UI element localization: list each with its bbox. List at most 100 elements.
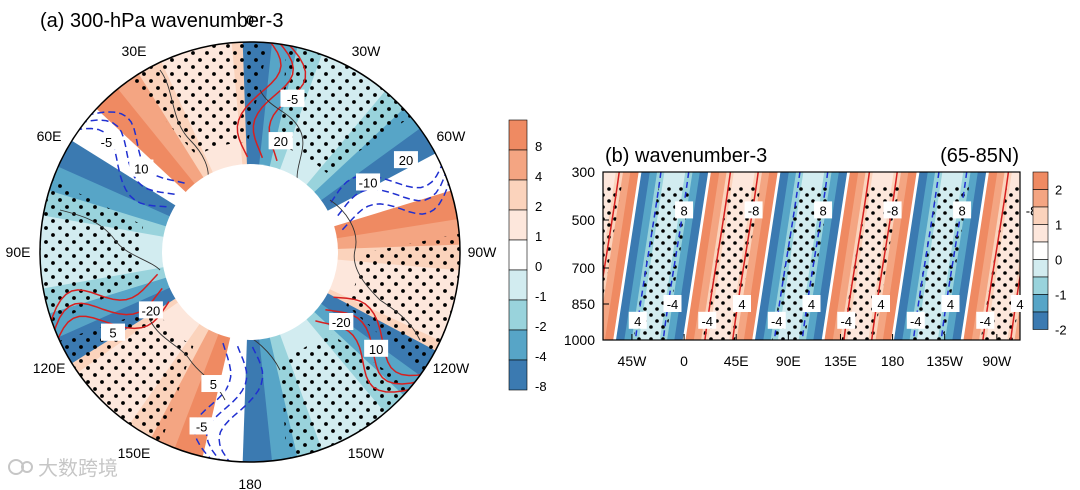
svg-text:4: 4	[877, 297, 884, 312]
contour-label-b-2: 8	[814, 201, 833, 219]
section-contour--1-1	[603, 172, 620, 282]
contour-line-1-0	[74, 111, 185, 184]
contour-labels-b: 8 -8 8 -8 8 -8 4 -4 -4 4 -4 4 -4 4 -4 4 -4 4	[628, 201, 1041, 329]
contour-label-b-4: 8	[953, 201, 972, 219]
lon-label-1: 30W	[352, 43, 382, 59]
colorbar-b-box-0	[1032, 171, 1049, 190]
colorbar-b: 2 1 0 -1 -2	[1032, 171, 1067, 338]
x-tick-label-5: 180	[881, 353, 905, 369]
contour-line-5-1	[337, 159, 451, 217]
significance-stippling	[40, 42, 460, 459]
colorbar-b-box-2	[1032, 206, 1049, 225]
svg-text:8: 8	[680, 203, 687, 218]
contour-label-b-17: 4	[1011, 295, 1029, 312]
colorbar-b-label-2: 0	[1055, 253, 1062, 268]
contour-line-3-2	[218, 346, 264, 462]
svg-text:5: 5	[210, 377, 217, 392]
colorbar-b-box-6	[1032, 276, 1049, 295]
watermark-logo-icon	[8, 459, 24, 475]
colorbar-a-box-1	[508, 149, 528, 181]
contour-label-b-7: -4	[663, 295, 682, 312]
x-tick-label-7: 90W	[982, 353, 1012, 369]
colorbar-b-box-7	[1032, 294, 1049, 313]
stipple-region-3	[280, 45, 411, 173]
contour-label-b-11: 4	[802, 295, 821, 312]
colorbar-a-label-7: -4	[535, 349, 547, 364]
contour-line-3-0	[193, 342, 232, 462]
stipple-region-1	[59, 308, 194, 443]
x-tick-label-6: 135W	[926, 353, 963, 369]
contour-label-a-7: -5	[94, 132, 119, 150]
colorbar-a-label-5: -1	[535, 289, 547, 304]
contour-label-b-16: -4	[976, 311, 995, 329]
colorbar-a-label-2: 2	[535, 199, 542, 214]
svg-text:-20: -20	[332, 315, 351, 330]
colorbar-a-label-4: 0	[535, 259, 542, 274]
colorbar-b-box-4	[1032, 241, 1049, 260]
colorbar-b-label-4: -2	[1055, 323, 1067, 338]
section-contour-4-1	[940, 172, 968, 340]
stipple-region-0	[129, 42, 269, 156]
stipple-region-2	[346, 233, 460, 373]
svg-text:-5: -5	[196, 419, 208, 434]
svg-text:-8: -8	[748, 203, 760, 218]
lon-label-9: 90E	[6, 244, 31, 260]
contour-line-2-0	[46, 273, 159, 337]
contour-label-a-18: -5	[280, 89, 305, 107]
colorbar-b-label-0: 2	[1055, 183, 1062, 198]
y-tick-label-2: 700	[572, 260, 596, 276]
contour-line-2-2	[52, 301, 170, 352]
contour-label-b-6: 4	[628, 311, 647, 329]
contour-label-a-16: -20	[329, 313, 354, 331]
section-contour-2-1	[801, 172, 829, 340]
contour-label-a-12: 20	[268, 132, 293, 150]
x-tick-label-3: 90E	[776, 353, 801, 369]
contour-label-a-10: 10	[364, 339, 389, 357]
contour-label-b-14: -4	[906, 311, 925, 329]
contour-label-a-8: -20	[138, 301, 163, 319]
lon-label-10: 60E	[37, 128, 62, 144]
watermark: 大数跨境	[8, 456, 118, 480]
svg-text:4: 4	[634, 314, 641, 329]
height-contours	[46, 42, 454, 462]
longitude-labels: 0 30W 60W 90W 120W 150W 180 150E 120E 90E 60E 30E	[6, 12, 498, 490]
stipple-region-5	[280, 331, 411, 459]
stripe-stipple--1	[603, 187, 622, 299]
svg-text:4: 4	[808, 297, 815, 312]
contour-label-a-13: 10	[129, 159, 154, 177]
x-tick-label-1: 0	[680, 353, 688, 369]
x-tick-label-2: 45E	[724, 353, 749, 369]
svg-text:4: 4	[947, 297, 954, 312]
lon-label-6: 180	[238, 476, 262, 490]
svg-text:4: 4	[1016, 297, 1023, 312]
contour-line-0-1	[252, 42, 295, 159]
colorbar-a-label-0: 8	[535, 139, 542, 154]
svg-text:20: 20	[399, 153, 413, 168]
colorbar-a-box-5	[508, 269, 528, 301]
colorbar-b-box-1	[1032, 189, 1049, 208]
svg-text:-4: -4	[701, 314, 713, 329]
svg-text:-8: -8	[887, 203, 899, 218]
contour-label-a-11: 20	[393, 151, 418, 169]
stripe-stipple-3	[841, 187, 900, 340]
section-axes: 300 500 700 850 1000 45W 0 45E 90E 135E 180 135W 90W	[564, 164, 1012, 369]
contour-line-0-2	[236, 42, 282, 158]
svg-text:8: 8	[958, 203, 965, 218]
lon-label-4: 120W	[433, 360, 470, 376]
contour-line-3-1	[205, 345, 248, 462]
contour-label-b-3: -8	[883, 201, 902, 219]
stripe-stipple-2	[772, 187, 831, 340]
svg-text:4: 4	[738, 297, 745, 312]
contour-label-b-15: 4	[941, 295, 960, 312]
svg-text:-5: -5	[287, 92, 299, 107]
colorbar-a-label-3: 1	[535, 229, 542, 244]
colorbar-a-box-4	[508, 239, 528, 271]
lon-label-8: 120E	[33, 360, 66, 376]
lon-label-2: 60W	[437, 128, 467, 144]
colorbar-a-label-8: -8	[535, 379, 547, 394]
panel-b-latitude-band: (65-85N)	[940, 145, 1019, 167]
colorbar-a-label-1: 4	[535, 169, 542, 184]
svg-text:-4: -4	[840, 314, 852, 329]
